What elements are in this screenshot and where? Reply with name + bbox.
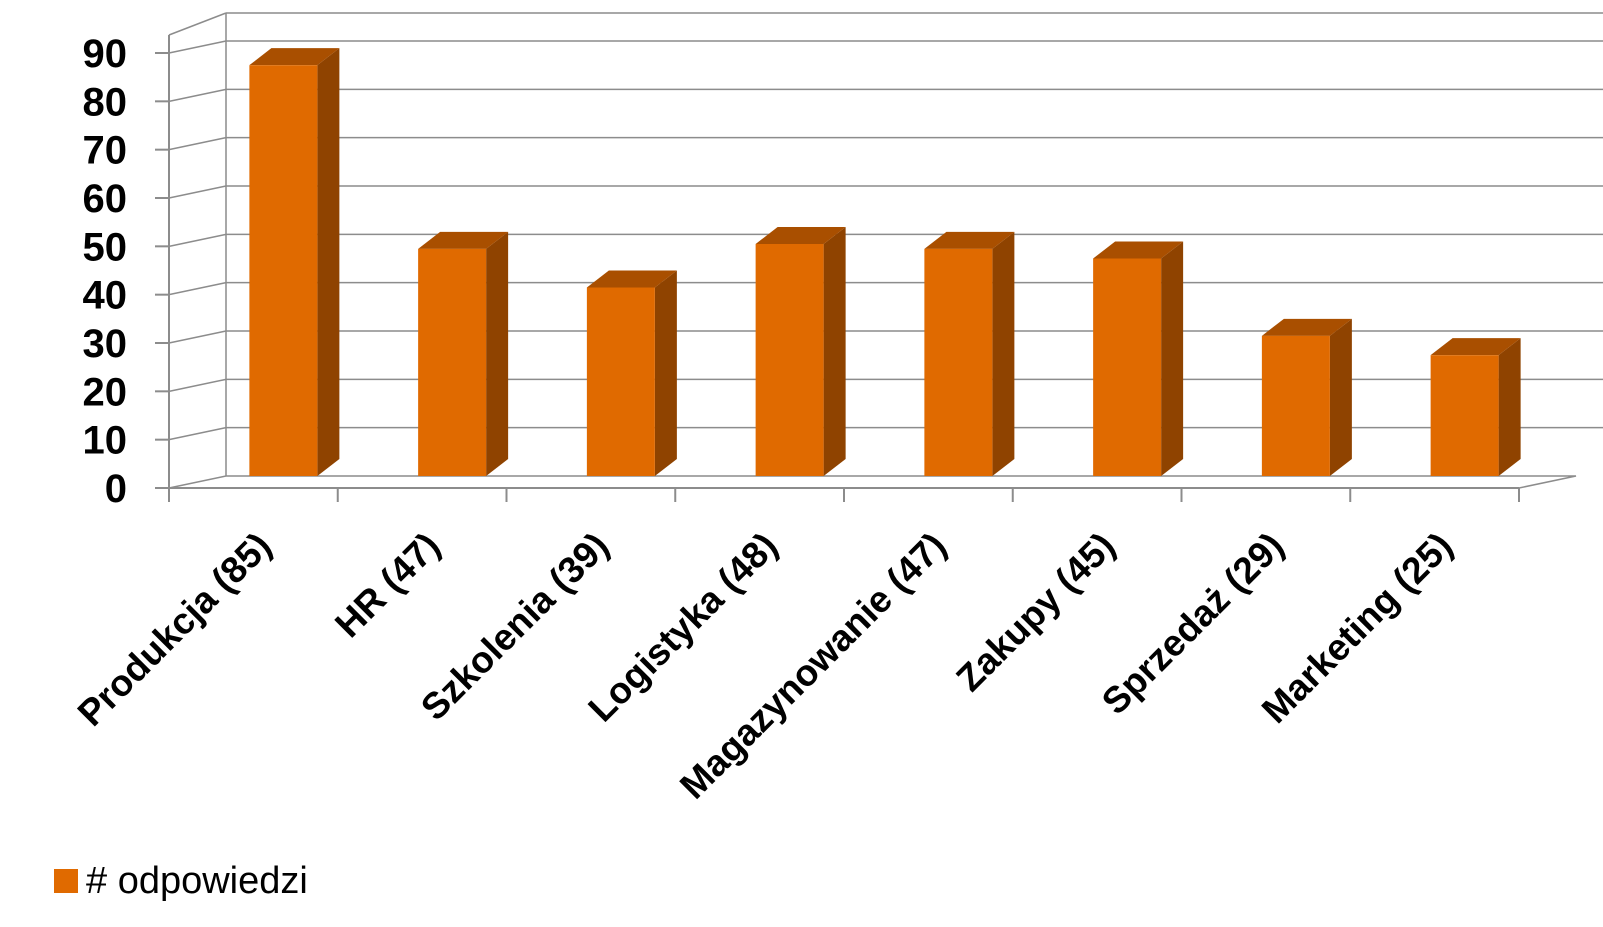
chart-walls [168,12,1603,489]
y-tick-label: 70 [83,129,128,173]
y-tick-label: 50 [83,225,128,269]
x-tick-label: Zakupy (45) [948,525,1122,699]
gridline-diagonal [168,185,227,199]
bar-side [992,231,1015,476]
x-tick-label: HR (47) [327,525,448,646]
bar-side [1329,318,1352,476]
x-axis [168,487,1520,502]
bar [586,270,677,476]
x-tick-label: Produkcja (85) [70,525,279,734]
bar-top [755,227,846,244]
y-tick-label: 40 [83,274,128,318]
gridline-diagonal [168,426,227,441]
bar-front [924,248,993,476]
gridline-diagonal [168,88,227,103]
y-tick-label: 30 [83,322,128,366]
bar [1430,338,1521,476]
y-tick-label: 20 [83,370,128,414]
bar-top [586,270,677,288]
gridline-diagonal [168,281,227,296]
gridline-diagonal [168,233,227,248]
bar-front [755,244,824,476]
bar-top [249,48,340,66]
bar-side [1161,241,1184,476]
bar-front [249,65,318,477]
bar-front [1093,258,1162,476]
y-tick-label: 0 [105,467,127,511]
bars [249,48,1521,477]
bar-side [486,231,509,476]
bar [418,231,509,476]
legend-label: # odpowiedzi [86,860,308,902]
bar-front [1430,355,1499,476]
y-tick-label: 80 [83,80,128,124]
x-tick-labels: Produkcja (85) HR (47)Szkolenia (39)Logis… [70,525,1461,807]
chart-floor [168,475,1577,489]
y-tick-label: 60 [83,177,128,221]
bar-top [1261,318,1352,336]
bar-top [418,231,509,249]
legend: # odpowiedzi [54,862,308,900]
bar [924,231,1015,476]
bar-side [1498,338,1521,476]
bar [249,48,340,477]
gridline-diagonal [168,40,227,54]
legend-swatch [54,869,78,893]
bar-top [1430,338,1521,356]
bar [1093,241,1184,476]
bar-front [586,287,655,476]
gridlines [168,40,1603,441]
bar-side [317,48,340,477]
bar-front [1261,335,1330,476]
bar-side [823,227,846,476]
bar [1261,318,1352,476]
bar-top [1093,241,1184,259]
gridline-diagonal [168,378,227,393]
y-tick-label: 10 [83,419,128,463]
bar-front [418,248,487,476]
gridline-diagonal [168,330,227,344]
x-tick-label: Sprzedaż (29) [1094,525,1292,723]
bar-top [924,231,1015,249]
side-wall-top [168,12,227,36]
bar [755,227,846,476]
bar-side [654,270,677,476]
y-tick-label: 90 [83,32,128,76]
gridline-diagonal [168,136,227,151]
